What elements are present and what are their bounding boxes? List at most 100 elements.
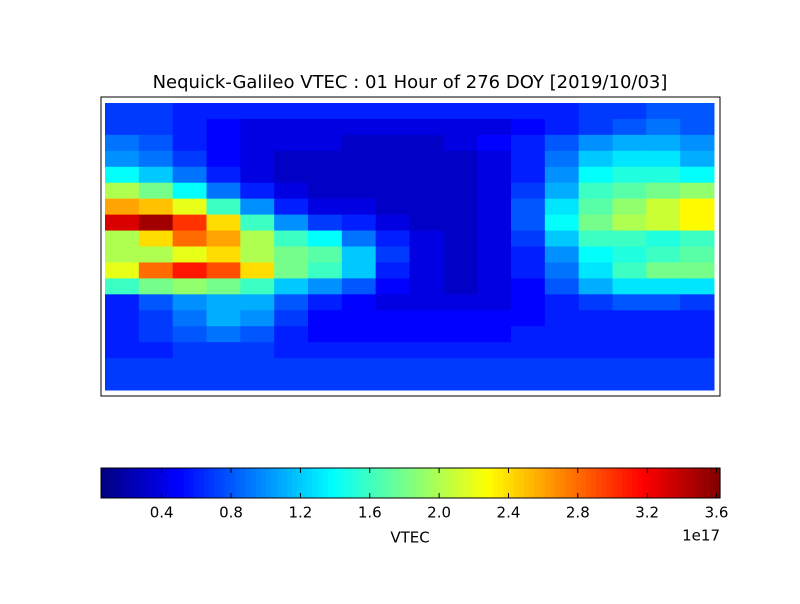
colorbar-swatch bbox=[415, 468, 422, 498]
heat-cell bbox=[511, 374, 546, 391]
heat-cell bbox=[477, 182, 512, 200]
heat-cell bbox=[544, 198, 580, 216]
heat-cell bbox=[105, 166, 140, 184]
heat-cell bbox=[612, 118, 647, 136]
heat-cell bbox=[308, 103, 343, 120]
heat-cell bbox=[375, 166, 410, 184]
colorbar-swatch bbox=[121, 468, 128, 498]
heat-cell bbox=[375, 134, 410, 152]
colorbar-swatch bbox=[431, 468, 437, 498]
heat-cell bbox=[240, 294, 275, 311]
heat-cell bbox=[409, 326, 444, 343]
heat-cell bbox=[375, 103, 410, 120]
heat-cell bbox=[274, 198, 309, 216]
offset-text: 1e17 bbox=[682, 527, 720, 545]
heat-cell bbox=[240, 134, 275, 152]
heat-cell bbox=[544, 310, 580, 327]
heat-cell bbox=[138, 294, 174, 311]
heat-cell bbox=[612, 278, 647, 295]
heat-cell bbox=[341, 166, 377, 184]
heat-cell bbox=[612, 374, 647, 391]
heat-cell bbox=[138, 150, 174, 168]
colorbar-tick-label: 2.4 bbox=[497, 504, 521, 522]
colorbar-swatch bbox=[575, 468, 582, 498]
colorbar-tick-label: 0.4 bbox=[150, 504, 174, 522]
heat-cell bbox=[375, 198, 410, 216]
heat-cell bbox=[544, 166, 580, 184]
heat-cell bbox=[646, 118, 681, 136]
heat-cell bbox=[341, 118, 377, 136]
heat-cell bbox=[308, 294, 343, 311]
heat-cell bbox=[477, 134, 512, 152]
heat-cell bbox=[308, 198, 343, 216]
heat-cell bbox=[443, 198, 478, 216]
heat-cell bbox=[680, 150, 715, 168]
colorbar-swatch bbox=[389, 468, 396, 498]
heat-cell bbox=[240, 278, 275, 295]
heat-cell bbox=[105, 374, 140, 391]
heat-cell bbox=[172, 246, 207, 263]
heat-cell bbox=[206, 134, 241, 152]
heat-cell bbox=[375, 278, 410, 295]
heat-cell bbox=[578, 118, 613, 136]
heat-cell bbox=[138, 342, 174, 359]
heat-cell bbox=[375, 358, 410, 375]
heat-cell bbox=[274, 182, 309, 200]
heat-cell bbox=[477, 198, 512, 216]
colorbar-swatch bbox=[116, 468, 123, 498]
colorbar-tick-label: 0.8 bbox=[219, 504, 243, 522]
heat-cell bbox=[105, 230, 140, 247]
heat-cell bbox=[646, 134, 681, 152]
heat-cell bbox=[308, 214, 343, 232]
heat-cell bbox=[240, 198, 275, 216]
heat-cell bbox=[409, 134, 444, 152]
heat-cell bbox=[206, 342, 241, 359]
heat-cell bbox=[511, 166, 546, 184]
colorbar-swatch bbox=[410, 468, 417, 498]
heat-cell bbox=[274, 294, 309, 311]
heat-cell bbox=[308, 166, 343, 184]
colorbar-swatch bbox=[276, 468, 283, 498]
heat-cell bbox=[646, 214, 681, 232]
heat-cell bbox=[308, 342, 343, 359]
heat-cell bbox=[138, 214, 174, 232]
colorbar-swatch bbox=[436, 468, 443, 498]
colorbar-frame bbox=[100, 467, 721, 499]
colorbar-swatch bbox=[632, 468, 639, 498]
heat-cell bbox=[443, 166, 478, 184]
heat-cell bbox=[172, 230, 207, 247]
heat-cell bbox=[443, 358, 478, 375]
heat-cell bbox=[443, 150, 478, 168]
heat-cell bbox=[206, 294, 241, 311]
heat-cell bbox=[578, 230, 613, 247]
heat-cell bbox=[172, 166, 207, 184]
colorbar-swatch bbox=[462, 468, 468, 498]
colorbar-swatch bbox=[663, 468, 670, 498]
heat-cell bbox=[172, 182, 207, 200]
heat-cell bbox=[477, 246, 512, 263]
heat-cell bbox=[477, 166, 512, 184]
heat-cell bbox=[375, 326, 410, 343]
colorbar-swatch bbox=[596, 468, 602, 498]
heat-cell bbox=[341, 310, 377, 327]
heat-cell bbox=[511, 246, 546, 263]
heat-cell bbox=[578, 182, 613, 200]
colorbar-swatch bbox=[131, 468, 138, 498]
heat-cell bbox=[341, 150, 377, 168]
heat-cell bbox=[443, 278, 478, 295]
colorbar-swatch bbox=[456, 468, 463, 498]
heat-cell bbox=[443, 326, 478, 343]
colorbar-swatch bbox=[652, 468, 659, 498]
heat-cell bbox=[105, 150, 140, 168]
heat-cell bbox=[443, 246, 478, 263]
heat-cell bbox=[511, 214, 546, 232]
colorbar-swatch bbox=[714, 468, 721, 498]
heat-cell bbox=[240, 374, 275, 391]
heat-cell bbox=[375, 262, 410, 279]
colorbar-swatch bbox=[271, 468, 277, 498]
colorbar-swatch bbox=[668, 468, 675, 498]
colorbar-swatch bbox=[240, 468, 247, 498]
heat-cell bbox=[105, 278, 140, 295]
colorbar-swatch bbox=[451, 468, 458, 498]
colorbar-swatch bbox=[689, 468, 695, 498]
